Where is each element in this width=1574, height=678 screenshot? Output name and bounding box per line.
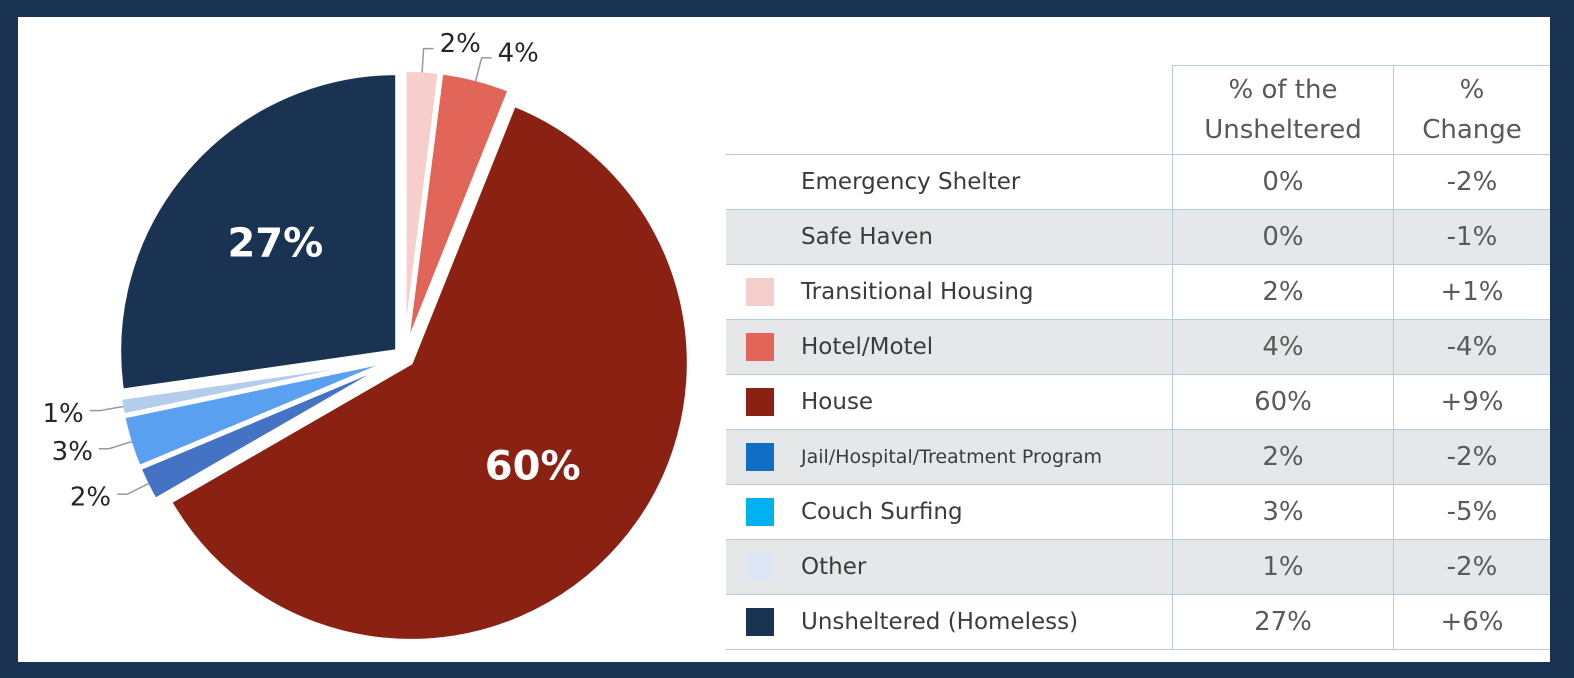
category-cell: Emergency Shelter xyxy=(726,154,1173,210)
pct-unsheltered-cell: 2% xyxy=(1172,429,1394,485)
pie-chart: 27% 2% 4% 60% 2% 3% 1% xyxy=(42,29,691,643)
pct-unsheltered-cell: 3% xyxy=(1172,484,1394,540)
category-label: Emergency Shelter xyxy=(801,169,1021,195)
legend-swatch xyxy=(746,608,774,636)
table-row: Unsheltered (Homeless) 27% +6% xyxy=(726,594,1550,650)
leader-line xyxy=(117,482,149,495)
table-row: Other 1% -2% xyxy=(726,539,1550,595)
data-label: 4% xyxy=(498,38,539,68)
leader-line xyxy=(89,405,124,412)
category-label: Jail/Hospital/Treatment Program xyxy=(801,446,1103,468)
pct-change-cell: -2% xyxy=(1393,539,1550,595)
table-row: Safe Haven 0% -1% xyxy=(726,209,1550,265)
pct-change-cell: -4% xyxy=(1393,319,1550,375)
category-label: Unsheltered (Homeless) xyxy=(801,609,1079,635)
category-cell: Hotel/Motel xyxy=(726,319,1173,375)
legend-swatch xyxy=(746,278,774,306)
table-row: Transitional Housing 2% +1% xyxy=(726,264,1550,320)
data-label: 60% xyxy=(485,443,581,489)
category-label: Couch Surfing xyxy=(801,499,963,525)
pct-unsheltered-cell: 1% xyxy=(1172,539,1394,595)
pie-slice-unsheltered-homeless- xyxy=(117,71,400,393)
table-row: Jail/Hospital/Treatment Program 2% -2% xyxy=(726,429,1550,485)
pct-change-cell: +9% xyxy=(1393,374,1550,430)
table-row: Couch Surfing 3% -5% xyxy=(726,484,1550,540)
chart-panel: 27% 2% 4% 60% 2% 3% 1% % of the Unsheltered % … xyxy=(18,17,1550,662)
table-row: Emergency Shelter 0% -2% xyxy=(726,154,1550,210)
category-label: Hotel/Motel xyxy=(801,334,934,360)
category-cell: Safe Haven xyxy=(726,209,1173,265)
header-pct-unsheltered: % of the Unsheltered xyxy=(1172,65,1394,155)
pct-unsheltered-cell: 0% xyxy=(1172,209,1394,265)
pct-change-cell: -2% xyxy=(1393,154,1550,210)
legend-swatch xyxy=(746,553,774,581)
pct-change-cell: +6% xyxy=(1393,594,1550,650)
pct-unsheltered-cell: 60% xyxy=(1172,374,1394,430)
leader-line xyxy=(98,440,133,450)
pie-slice-house xyxy=(167,102,691,643)
data-label: 3% xyxy=(52,437,93,467)
category-label: Other xyxy=(801,554,867,580)
category-cell: Jail/Hospital/Treatment Program xyxy=(726,429,1173,485)
data-table: % of the Unsheltered % Change Emergency … xyxy=(726,65,1550,650)
header-pct-change: % Change xyxy=(1393,65,1550,155)
category-label: House xyxy=(801,389,874,415)
legend-swatch xyxy=(746,388,774,416)
table-row: Hotel/Motel 4% -4% xyxy=(726,319,1550,375)
legend-swatch xyxy=(746,333,774,361)
category-cell: Unsheltered (Homeless) xyxy=(726,594,1173,650)
legend-swatch xyxy=(746,443,774,471)
data-label: 27% xyxy=(227,221,323,267)
pct-change-cell: +1% xyxy=(1393,264,1550,320)
leader-line xyxy=(421,47,434,73)
pct-change-cell: -2% xyxy=(1393,429,1550,485)
data-label: 2% xyxy=(440,29,481,59)
pct-unsheltered-cell: 4% xyxy=(1172,319,1394,375)
category-cell: Transitional Housing xyxy=(726,264,1173,320)
pct-unsheltered-cell: 27% xyxy=(1172,594,1394,650)
data-label: 2% xyxy=(70,483,111,513)
pct-unsheltered-cell: 0% xyxy=(1172,154,1394,210)
category-label: Transitional Housing xyxy=(801,279,1034,305)
legend-swatch xyxy=(746,498,774,526)
category-cell: Couch Surfing xyxy=(726,484,1173,540)
pct-change-cell: -5% xyxy=(1393,484,1550,540)
category-cell: Other xyxy=(726,539,1173,595)
pct-unsheltered-cell: 2% xyxy=(1172,264,1394,320)
pct-change-cell: -1% xyxy=(1393,209,1550,265)
data-label: 1% xyxy=(42,399,83,429)
category-label: Safe Haven xyxy=(801,224,933,250)
table-header-row: % of the Unsheltered % Change xyxy=(726,65,1550,155)
header-blank xyxy=(726,66,1173,155)
table-row: House 60% +9% xyxy=(726,374,1550,430)
leader-line xyxy=(474,57,492,82)
category-cell: House xyxy=(726,374,1173,430)
